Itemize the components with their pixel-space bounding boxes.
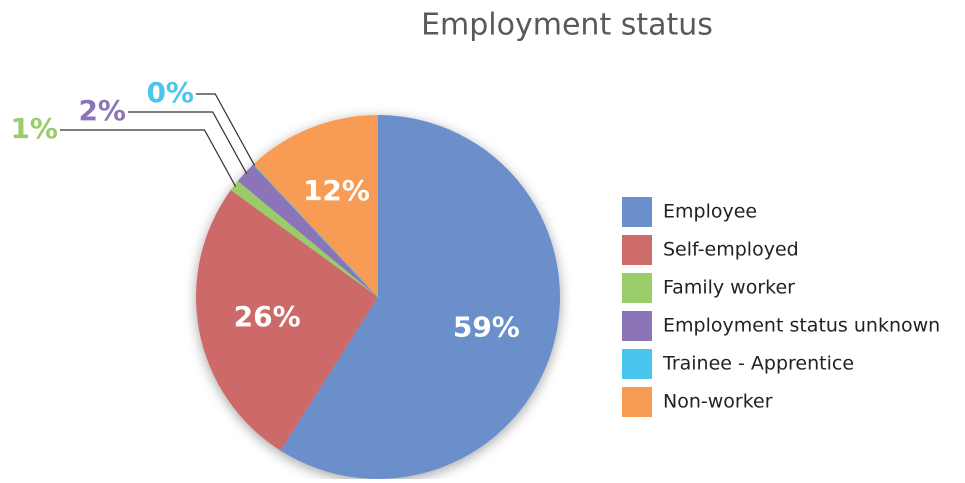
chart-title: Employment status xyxy=(421,8,713,43)
data-label: 12% xyxy=(303,174,370,207)
legend-label: Employee xyxy=(663,201,757,223)
pie-slice xyxy=(195,190,378,451)
pie-slice xyxy=(253,115,378,297)
pie xyxy=(195,115,560,479)
data-label: 26% xyxy=(234,300,301,333)
data-label: 0% xyxy=(146,76,194,109)
legend-label: Non-worker xyxy=(663,391,773,413)
legend-label: Family worker xyxy=(663,277,795,299)
legend-label: Trainee - Apprentice xyxy=(662,353,854,375)
legend-label: Employment status unknown xyxy=(663,315,940,337)
legend-swatch xyxy=(622,387,652,417)
legend-swatch xyxy=(622,311,652,341)
data-label: 1% xyxy=(10,112,58,145)
legend-swatch xyxy=(622,197,652,227)
pie-slice xyxy=(237,164,378,297)
leader-line xyxy=(60,129,237,187)
legend-swatch xyxy=(622,273,652,303)
legend-swatch xyxy=(622,349,652,379)
pie-slice xyxy=(280,115,560,479)
data-label: 59% xyxy=(453,310,520,343)
legend-label: Self-employed xyxy=(663,239,799,261)
leader-line xyxy=(128,111,248,174)
legend-swatch xyxy=(622,235,652,265)
pie-slice xyxy=(230,180,378,297)
leader-line xyxy=(196,93,256,166)
data-label: 2% xyxy=(78,94,126,127)
